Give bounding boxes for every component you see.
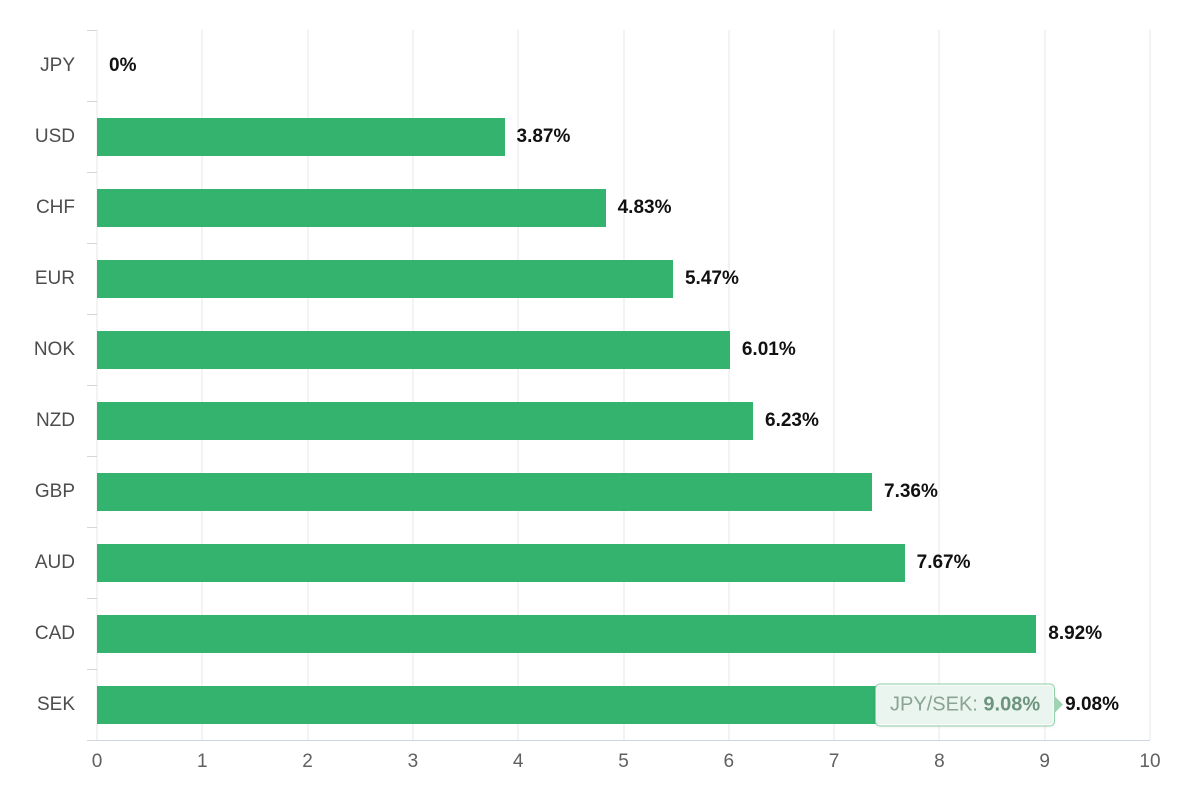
gridline <box>412 30 414 740</box>
value-label: 6.01% <box>741 339 796 360</box>
bar-nok[interactable] <box>97 330 730 369</box>
gridline <box>96 30 98 740</box>
value-label: 7.67% <box>916 552 971 573</box>
category-label: EUR <box>34 268 75 289</box>
value-label: 4.83% <box>617 197 672 218</box>
bar-row: AUD 7.67% <box>35 527 1150 598</box>
tooltip-label: JPY/SEK: <box>890 693 978 715</box>
x-axis-tick-label: 4 <box>512 751 524 772</box>
bar-cad[interactable] <box>97 614 1037 653</box>
category-label: SEK <box>36 694 75 715</box>
category-label: JPY <box>40 55 75 76</box>
y-axis-tick <box>87 243 97 244</box>
tooltip: JPY/SEK: 9.08% <box>875 683 1064 726</box>
y-axis-tick <box>87 385 97 386</box>
gridline <box>938 30 940 740</box>
gridline <box>623 30 624 740</box>
bar-nzd[interactable] <box>97 401 754 440</box>
category-label: USD <box>34 126 75 147</box>
category-label: GBP <box>34 481 75 502</box>
bar-eur[interactable] <box>97 259 673 298</box>
plot-area: JPY/SEK: 9.08% JPY 0% USD 3.87% CHF 4.83% EUR 5… <box>34 30 1151 741</box>
bar-aud[interactable] <box>97 543 905 582</box>
x-axis-tick-label: 3 <box>407 751 419 772</box>
x-axis-tick-label: 1 <box>197 751 208 772</box>
bar-row: USD 3.87% <box>35 101 1150 172</box>
value-label: 0% <box>109 55 137 76</box>
value-label: 7.36% <box>884 481 938 502</box>
tooltip-value: 9.08% <box>983 693 1041 715</box>
bar-row: NZD 6.23% <box>36 385 1150 456</box>
category-label: NZD <box>35 410 75 431</box>
value-label: 6.23% <box>765 410 819 431</box>
y-axis-tick <box>87 740 97 741</box>
bar-row: GBP 7.36% <box>35 456 1150 527</box>
x-axis-tick-label: 9 <box>1039 751 1050 772</box>
gridline <box>728 30 730 740</box>
gridline <box>201 30 203 740</box>
gridline <box>517 30 519 740</box>
bar-row: CHF 4.83% <box>36 172 1150 243</box>
x-axis-tick-label: 8 <box>934 751 945 772</box>
x-axis-tick-label: 6 <box>723 751 735 772</box>
value-label: 8.92% <box>1048 623 1103 644</box>
bar-gbp[interactable] <box>97 472 872 511</box>
bar-row: JPY 0% <box>40 30 1150 101</box>
x-axis-tick-label: 5 <box>618 751 629 772</box>
gridline <box>1149 30 1151 740</box>
gridline <box>833 30 835 740</box>
tooltip-arrow-icon <box>1054 695 1064 714</box>
y-axis-tick <box>87 456 97 457</box>
x-axis-tick-label: 2 <box>302 751 313 772</box>
y-axis-tick <box>87 172 97 173</box>
value-label: 9.08% <box>1065 694 1119 715</box>
bar-row: NOK 6.01% <box>34 314 1150 385</box>
bar-row: EUR 5.47% <box>35 243 1150 314</box>
value-label: 3.87% <box>516 126 571 147</box>
x-axis-tick-label: 7 <box>828 751 840 772</box>
gridline <box>307 30 309 740</box>
y-axis-tick <box>87 30 97 31</box>
x-axis-tick-label: 10 <box>1139 751 1161 772</box>
value-label: 5.47% <box>684 268 739 289</box>
y-axis-tick <box>87 101 97 102</box>
bar-row: CAD 8.92% <box>35 598 1150 669</box>
gridline <box>1044 30 1046 740</box>
y-axis-tick <box>87 598 97 599</box>
bar-usd[interactable] <box>97 117 505 156</box>
bar-chf[interactable] <box>97 188 606 227</box>
category-label: CAD <box>34 623 75 644</box>
y-axis-tick <box>87 527 97 528</box>
category-label: CHF <box>35 197 75 218</box>
category-label: NOK <box>33 339 75 360</box>
y-axis-tick <box>87 314 97 315</box>
category-label: AUD <box>34 552 75 573</box>
x-axis-tick-label: 0 <box>91 751 103 772</box>
y-axis-tick <box>87 669 97 670</box>
